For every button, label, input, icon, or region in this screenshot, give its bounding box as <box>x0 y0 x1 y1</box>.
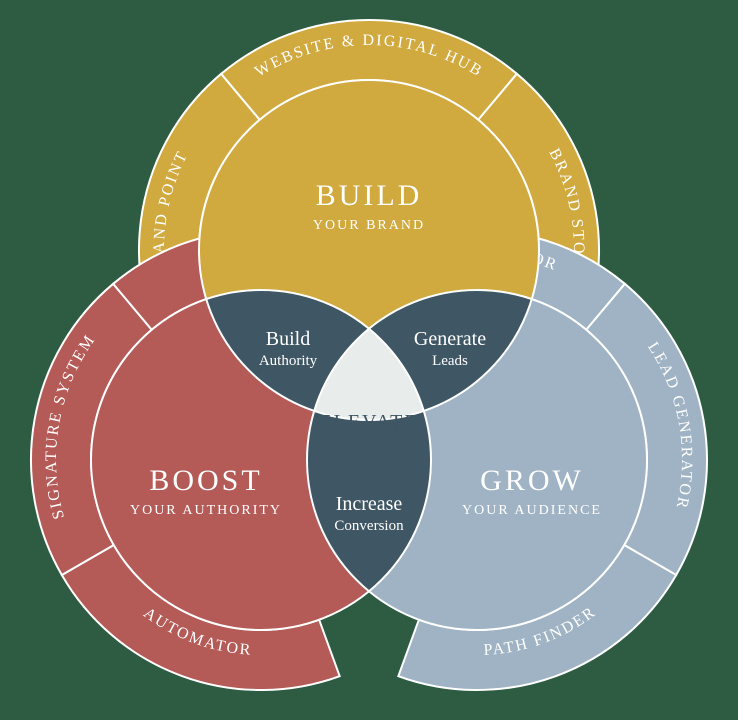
circle-title-left: BOOST <box>149 464 262 497</box>
circle-subtitle-top: YOUR BRAND <box>313 218 425 233</box>
circle-subtitle-left: YOUR AUTHORITY <box>130 503 282 518</box>
overlap-title-top_left: Build <box>266 328 310 350</box>
overlap-subtitle-top_left: Authority <box>259 353 318 369</box>
venn-diagram: BRAND POINTWEBSITE & DIGITAL HUBBRAND ST… <box>0 0 738 720</box>
overlap-subtitle-top_right: Leads <box>432 353 468 369</box>
circle-title-right: GROW <box>480 464 584 497</box>
overlap-title-bottom: Increase <box>336 493 403 515</box>
circle-title-top: BUILD <box>316 179 423 212</box>
overlap-title-top_right: Generate <box>414 328 486 350</box>
center-label: ELEVATE <box>319 411 418 433</box>
circle-subtitle-right: YOUR AUDIENCE <box>462 503 602 518</box>
overlap-subtitle-bottom: Conversion <box>334 518 404 534</box>
